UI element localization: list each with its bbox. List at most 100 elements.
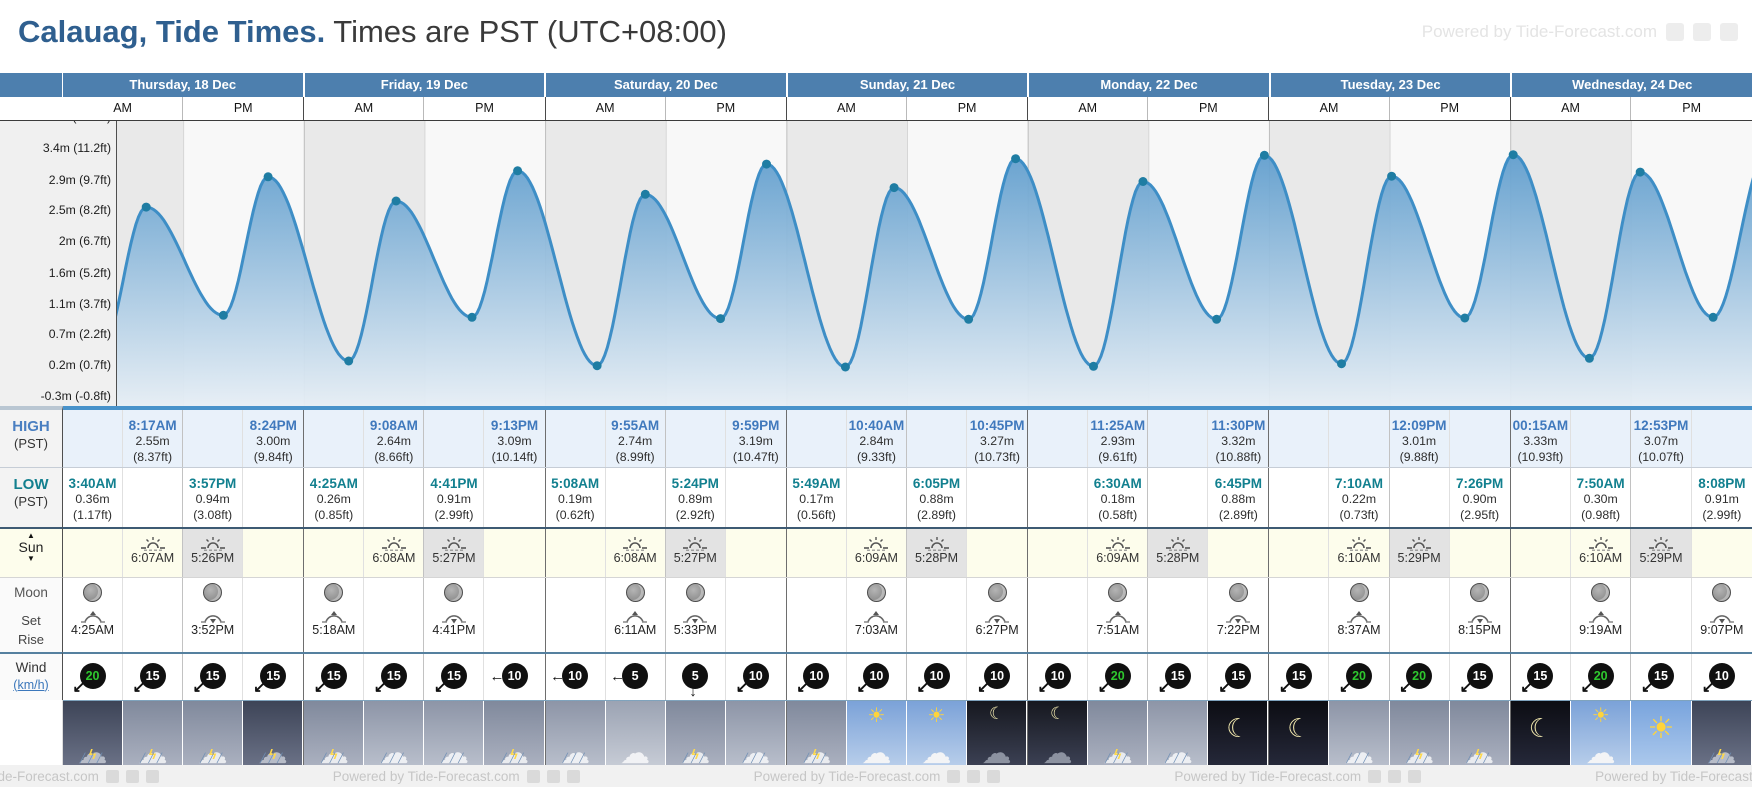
moonset-entry: 6:11AM <box>606 608 665 638</box>
moon-phase-icon <box>625 583 645 602</box>
am-label: AM <box>546 97 666 120</box>
low-tide-day-sun: 5:49AM 0.17m (0.56ft) 6:05PM 0.88m (2.89ft) <box>787 468 1029 527</box>
wind-speed-badge: 15 ↙ <box>193 663 226 695</box>
low-tide-point <box>218 310 228 320</box>
moonset-moonrise-cell: 9:07PM <box>1692 608 1752 652</box>
sunset-icon <box>1649 537 1673 551</box>
high-tide-time: 00:15AM <box>1512 418 1569 433</box>
low-tide-point <box>467 312 477 322</box>
high-row-label: HIGH (PST) <box>0 406 63 467</box>
weather-rain-thumbnail: ☁ ╱╱╱ <box>424 701 484 765</box>
pm-label: PM <box>957 101 977 115</box>
footer-watermark-text: Powered by Tide-Forecast.com <box>332 768 520 784</box>
high-tide-cell <box>546 410 606 467</box>
sunrise-entry: 6:09AM <box>1088 529 1147 566</box>
weather-day-sat: ☁ ╱╱╱ ☁ ☁ ϟ ╱╱╱ ☁ ╱╱╱ <box>545 701 787 765</box>
low-tide-cell: 4:41PM 0.91m (2.99ft) <box>424 468 485 527</box>
low-tide-point <box>964 314 974 324</box>
wind-speed-badge: 15 ↙ <box>374 663 407 695</box>
ampm-day-mon: AM PM <box>1028 97 1270 120</box>
moonset-moonrise-cell <box>1269 608 1330 652</box>
footer-app-icon <box>1408 769 1422 783</box>
moon-phase-cell <box>1450 578 1510 608</box>
footer-app-icon <box>526 769 540 783</box>
moon-phase-cell <box>787 578 847 608</box>
low-tide-height-ft: (2.99ft) <box>1702 508 1742 522</box>
high-tide-height-ft: (9.33ft) <box>856 450 896 464</box>
sun-cell: 6:09AM <box>846 529 907 577</box>
sun-cell: 6:07AM <box>123 529 184 577</box>
low-tide-height-ft: (0.56ft) <box>796 508 836 522</box>
moonrise-time: 6:27PM <box>975 623 1019 637</box>
weather-storm-thumbnail: ☁ ϟ ╱╱╱ <box>1088 701 1148 765</box>
high-tide-point <box>762 159 771 169</box>
low-tide-time: 3:40AM <box>68 476 117 491</box>
low-tide-time: 5:24PM <box>671 476 719 491</box>
wind-speed-badge: 10 ↙ <box>1702 663 1735 695</box>
low-tide-point <box>1708 312 1718 322</box>
high-tide-cell <box>787 410 847 467</box>
moon-phase-cell <box>1511 578 1572 608</box>
location-title: Calauag, Tide Times. <box>18 14 326 49</box>
wind-cell: 10 ↙ <box>1028 654 1089 700</box>
moon-phase-cell <box>424 578 485 608</box>
sunset-time: 5:29PM <box>1397 551 1441 565</box>
low-tide-cell <box>847 468 907 527</box>
low-tide-height-ft: (0.85ft) <box>314 508 354 522</box>
ampm-day-tue: AM PM <box>1269 97 1511 120</box>
rain-icon: ╱╱╱ <box>139 753 166 763</box>
wind-speed-badge: 15 ↙ <box>1158 663 1191 695</box>
cloud-icon: ☁ <box>620 737 651 765</box>
weather-cell: ☁ ╱╱╱ <box>364 701 425 765</box>
high-tide-height-ft: (8.37ft) <box>133 450 173 464</box>
high-tide-time: 10:40AM <box>848 418 905 433</box>
sun-cell <box>1028 529 1089 577</box>
high-tide-cell: 11:30PM 3.32m (10.88ft) <box>1208 410 1268 467</box>
moonset-moonrise-cell: 5:33PM <box>666 608 726 652</box>
wind-cell: 10 ← <box>484 654 544 700</box>
ampm-stub <box>0 97 63 121</box>
wind-direction-arrow-icon: ↙ <box>856 679 870 696</box>
weather-cell: ☁ ϟ ╱╱╱ <box>665 701 726 765</box>
bolt-icon: ϟ <box>510 746 518 762</box>
sunrise-time: 6:07AM <box>131 551 175 565</box>
wind-speed-badge: 10 ↙ <box>796 663 830 695</box>
moonset-icon <box>623 611 648 623</box>
low-tide-cell: 6:30AM 0.18m (0.58ft) <box>1088 468 1149 527</box>
high-tide-height-m: 2.74m <box>618 434 653 449</box>
sun-cell: 6:08AM <box>364 529 425 577</box>
ampm-day-sat: AM PM <box>546 97 787 120</box>
high-tide-point <box>391 196 401 206</box>
wind-day-fri: 15 ↙ 15 ↙ 15 ↙ 10 ← <box>304 654 546 700</box>
sunrise-arrow-icon: ▲ <box>27 531 35 540</box>
am-label: AM <box>304 97 425 120</box>
y-axis-label: 0.2m (0.7ft) <box>48 358 111 372</box>
wind-cell: 15 ↙ <box>183 654 244 700</box>
wind-speed-badge: 10 ↙ <box>1038 663 1071 695</box>
sun-cell <box>1691 529 1752 577</box>
wind-direction-arrow-icon: ↙ <box>192 679 206 696</box>
wind-unit-link[interactable]: (km/h) <box>13 677 49 692</box>
wind-cell: 15 ↙ <box>304 654 365 700</box>
sun-cell <box>484 529 545 577</box>
moon-row-label: Moon <box>0 577 63 608</box>
y-axis-label: 0.7m (2.2ft) <box>48 327 111 342</box>
moonrise-icon <box>985 615 1010 624</box>
high-tide-cell: 9:13PM 3.09m (10.14ft) <box>484 410 544 467</box>
wind-speed-badge: 15 ↙ <box>1218 663 1252 695</box>
moonset-icon <box>864 611 889 623</box>
high-tide-cell: 12:09PM 3.01m (9.88ft) <box>1390 410 1450 467</box>
low-tide-height-m: 0.36m <box>75 492 110 507</box>
wind-cell: 5 ↓ <box>666 654 726 700</box>
high-tide-cell: 11:25AM 2.93m (9.61ft) <box>1088 410 1149 467</box>
watermark-app-icon <box>1693 23 1711 41</box>
weather-cell: ☁ ϟ ╱╱╱ <box>1088 701 1149 765</box>
low-tide-cell: 5:49AM 0.17m (0.56ft) <box>787 468 847 527</box>
wind-day-wed: 15 ↙ 20 ↙ 15 ↙ 10 ↙ <box>1511 654 1752 700</box>
bolt-icon: ϟ <box>269 746 277 762</box>
footer-app-icon <box>1368 769 1382 783</box>
low-tide-day-tue: 7:10AM 0.22m (0.73ft) 7:26PM 0.90m (2.95ft) <box>1269 468 1511 527</box>
high-label: HIGH <box>12 418 50 435</box>
cloud-icon: ☁ <box>801 737 832 765</box>
footer-app-icon <box>546 769 560 783</box>
